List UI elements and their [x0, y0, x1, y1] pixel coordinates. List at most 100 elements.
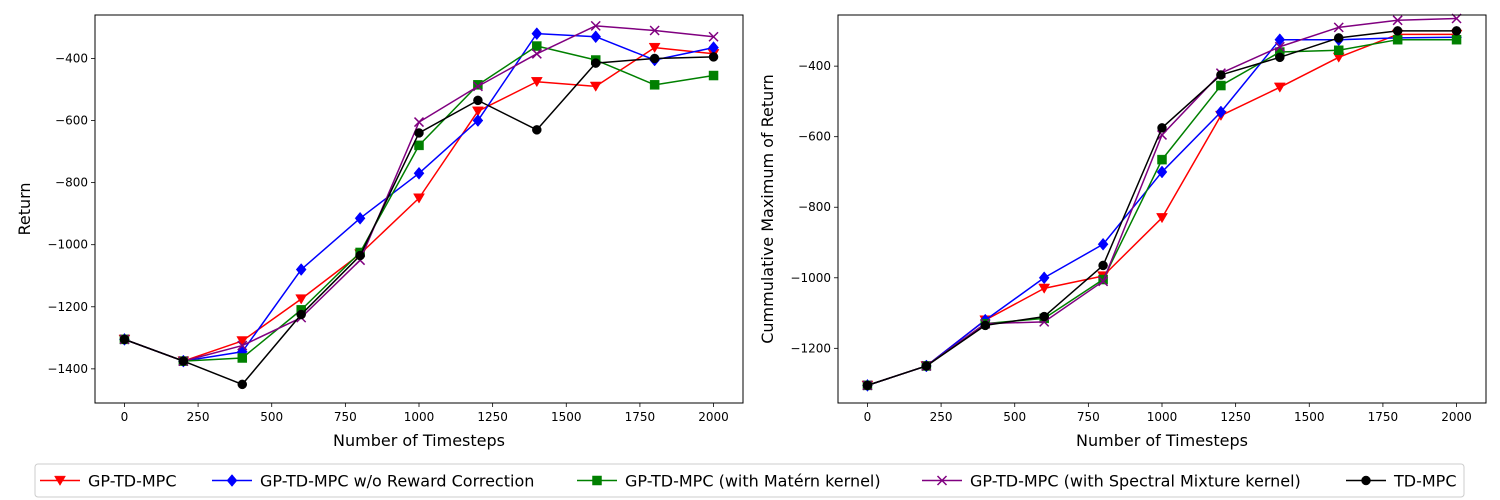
data-point [236, 336, 249, 347]
x-tick-label: 1250 [1220, 410, 1251, 424]
x-axis-label: Number of Timesteps [333, 431, 505, 450]
x-tick-label: 0 [864, 410, 872, 424]
data-point [1098, 260, 1108, 271]
data-point [532, 125, 542, 135]
x-tick-label: 0 [121, 410, 129, 424]
data-point [590, 30, 602, 44]
series-line [124, 56, 714, 386]
legend-label: GP-TD-MPC w/o Reward Correction [260, 472, 534, 491]
data-point [119, 334, 130, 345]
data-point [237, 340, 248, 351]
data-point [473, 95, 483, 106]
data-point [708, 70, 719, 81]
legend-item: TD-MPC [1346, 472, 1457, 491]
x-tick-label: 250 [187, 410, 210, 424]
y-axis-label: Return [15, 182, 34, 235]
data-point [295, 294, 308, 305]
y-tick-label: −1000 [47, 238, 88, 252]
y-tick-label: −400 [798, 59, 831, 73]
data-point [649, 25, 660, 36]
data-point [1333, 22, 1344, 33]
data-point [530, 77, 543, 88]
y-tick-label: −800 [55, 176, 88, 190]
data-point [708, 31, 719, 42]
data-point [531, 27, 543, 41]
y-tick-label: −1000 [790, 271, 831, 285]
data-point [413, 166, 425, 180]
series-line [867, 30, 1457, 387]
y-tick-label: −600 [798, 130, 831, 144]
x-tick-label: 2000 [698, 410, 729, 424]
series-line [867, 38, 1457, 387]
data-point [1274, 41, 1285, 52]
data-point [1333, 45, 1344, 56]
data-point [1451, 34, 1462, 45]
data-point [1156, 213, 1168, 224]
data-point [1275, 52, 1285, 63]
data-point [1392, 15, 1403, 26]
data-point [589, 81, 602, 92]
series-2 [862, 34, 1462, 391]
series-0 [861, 29, 1463, 391]
series-3 [862, 13, 1462, 391]
series-line [867, 33, 1457, 387]
x-tick-label: 750 [1077, 410, 1100, 424]
series-0 [118, 42, 720, 367]
x-axis-label: Number of Timesteps [1076, 431, 1248, 450]
data-point [1451, 13, 1462, 24]
legend-marker [936, 475, 948, 486]
data-point [1392, 26, 1403, 36]
data-point [1333, 33, 1344, 43]
data-point [649, 53, 660, 64]
data-point [178, 356, 189, 366]
data-point [980, 320, 991, 331]
series-4 [119, 52, 719, 390]
legend-label: GP-TD-MPC (with Spectral Mixture kernel) [970, 472, 1301, 491]
x-tick-label: 1250 [477, 410, 508, 424]
data-point [708, 52, 719, 62]
data-point [862, 380, 873, 391]
series-line [124, 25, 714, 362]
x-tick-label: 750 [334, 410, 357, 424]
x-tick-label: 250 [930, 410, 953, 424]
data-point [1157, 123, 1167, 133]
legend-item: GP-TD-MPC (with Spectral Mixture kernel) [922, 472, 1301, 491]
series-4 [862, 26, 1462, 391]
data-point [472, 114, 484, 127]
x-tick-label: 1750 [1368, 410, 1399, 424]
y-tick-label: −600 [55, 114, 88, 128]
data-point [414, 128, 424, 138]
data-point [472, 81, 483, 92]
y-tick-label: −1200 [47, 300, 88, 314]
data-point [1273, 82, 1286, 93]
data-point [1157, 154, 1167, 165]
data-point [1216, 80, 1226, 91]
data-point [1156, 129, 1168, 140]
data-point [590, 58, 601, 68]
data-point [237, 353, 248, 363]
x-tick-label: 1500 [551, 410, 582, 424]
chart-cumulative-max-return: 0 250 500 750 1000 1250 1500 1750 2000 −1200 −1000… [758, 13, 1487, 450]
data-point [413, 193, 425, 204]
chart-return: 0 250 500 750 1000 1250 1500 1750 2000 −1400 −1200… [15, 14, 744, 450]
legend-marker [592, 475, 602, 486]
data-point [1098, 276, 1109, 287]
data-point [237, 379, 248, 390]
series-line [867, 17, 1457, 387]
legend-marker [226, 474, 238, 487]
data-point [649, 80, 660, 90]
legend-marker [1361, 475, 1371, 486]
legend-frame [34, 463, 1465, 498]
data-point [1392, 34, 1403, 45]
data-point [590, 20, 601, 31]
series-line [124, 46, 714, 362]
y-tick-label: −800 [798, 200, 831, 214]
x-tick-label: 2000 [1441, 410, 1472, 424]
x-tick-label: 500 [1003, 410, 1026, 424]
legend-label: GP-TD-MPC (with Matérn kernel) [625, 472, 881, 491]
series-line [867, 36, 1457, 387]
data-point [414, 140, 424, 151]
y-axis-label: Cummulative Maximum of Return [758, 74, 777, 344]
y-tick-label: −1200 [790, 341, 831, 355]
data-point [921, 361, 932, 371]
